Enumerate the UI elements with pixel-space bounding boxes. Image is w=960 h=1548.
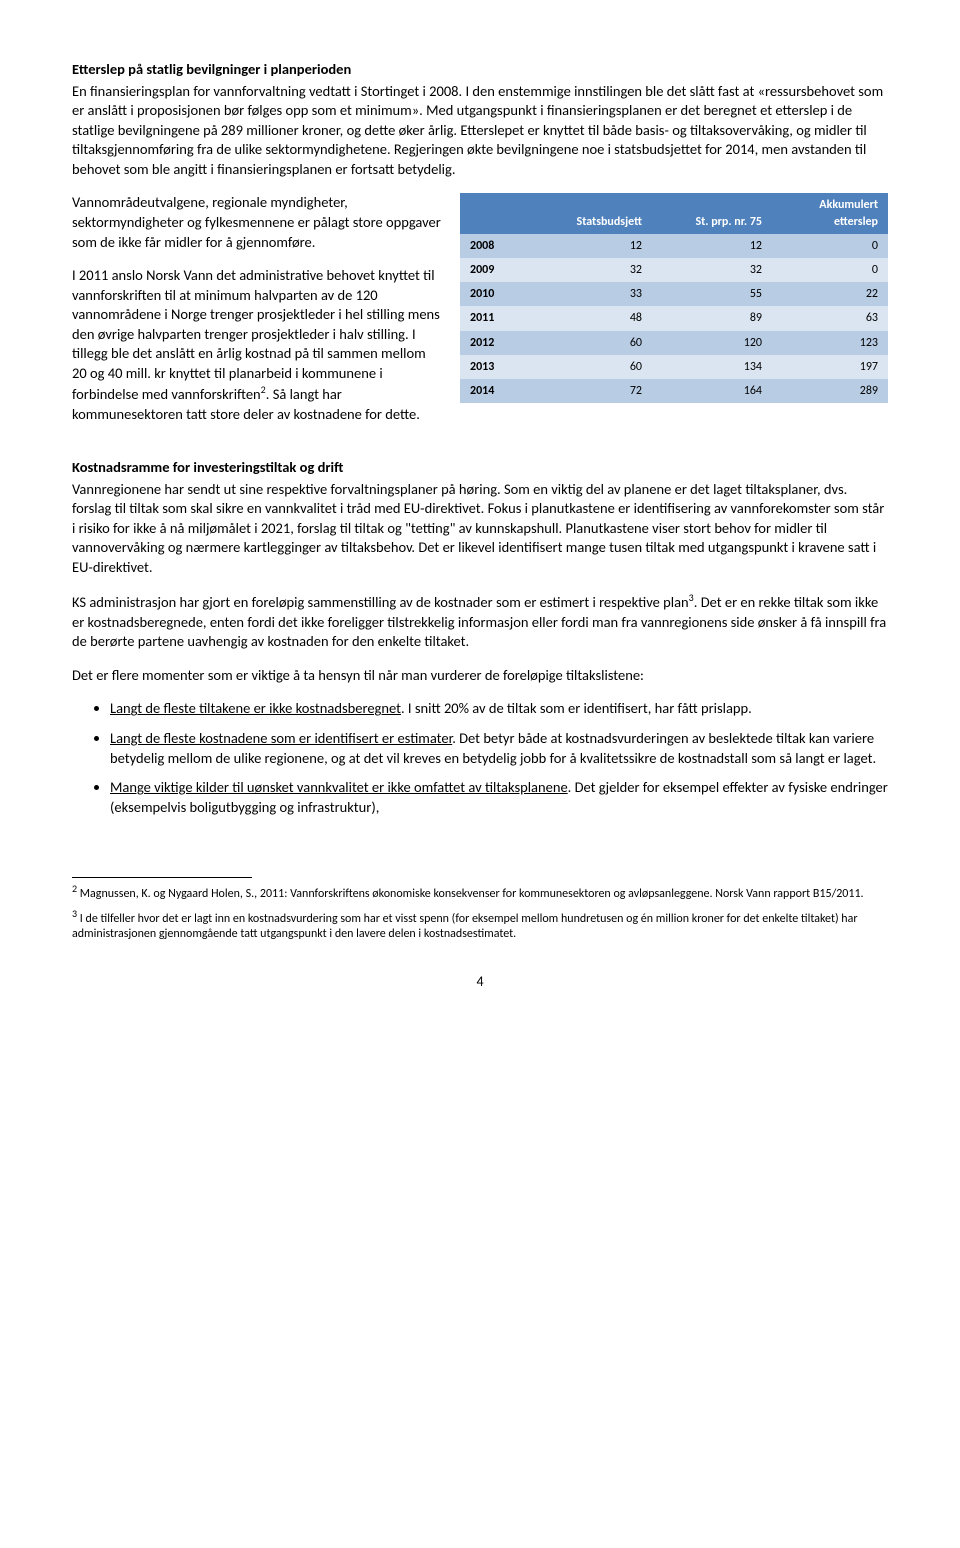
table-row: 2011 48 89 63 — [460, 306, 888, 330]
cell: 164 — [652, 379, 772, 403]
section1-title: Etterslep på statlig bevilgninger i plan… — [72, 60, 888, 80]
bullet-underline: Langt de fleste tiltakene er ikke kostna… — [110, 699, 401, 717]
cell-year: 2011 — [460, 306, 536, 330]
table-row: 2012 60 120 123 — [460, 331, 888, 355]
cell: 123 — [772, 331, 888, 355]
cell: 120 — [652, 331, 772, 355]
footnote-rule — [72, 877, 252, 878]
bullet-rest: . I snitt 20% av de tiltak som er identi… — [401, 699, 752, 717]
cell: 134 — [652, 355, 772, 379]
cell-year: 2010 — [460, 282, 536, 306]
section2-p1: Vannregionene har sendt ut sine respekti… — [72, 480, 888, 578]
cell: 72 — [536, 379, 652, 403]
cell: 60 — [536, 331, 652, 355]
footnote-2: 2 Magnussen, K. og Nygaard Holen, S., 20… — [72, 882, 888, 903]
cell: 12 — [652, 234, 772, 258]
cell-year: 2013 — [460, 355, 536, 379]
th-stprp: St. prp. nr. 75 — [652, 193, 772, 233]
list-item: Langt de fleste tiltakene er ikke kostna… — [110, 699, 888, 719]
section2-p3: Det er flere momenter som er viktige å t… — [72, 666, 888, 686]
section-kostnadsramme: Kostnadsramme for investeringstiltak og … — [72, 458, 888, 817]
bullet-list: Langt de fleste tiltakene er ikke kostna… — [72, 699, 888, 817]
budget-table: Statsbudsjett St. prp. nr. 75 Akkumulert… — [460, 193, 888, 403]
cell-year: 2008 — [460, 234, 536, 258]
th-statsbudsjett: Statsbudsjett — [536, 193, 652, 233]
footnote-3: 3 I de tilfeller hvor det er lagt inn en… — [72, 907, 888, 943]
cell: 22 — [772, 282, 888, 306]
p3-text-a: I 2011 anslo Norsk Vann det administrati… — [72, 266, 440, 403]
table-row: 2008 12 12 0 — [460, 234, 888, 258]
section-etterslep: Etterslep på statlig bevilgninger i plan… — [72, 60, 888, 438]
cell: 12 — [536, 234, 652, 258]
list-item: Langt de fleste kostnadene som er identi… — [110, 729, 888, 768]
section1-p1: En finansieringsplan for vannforvaltning… — [72, 82, 888, 180]
cell: 0 — [772, 234, 888, 258]
table-row: 2013 60 134 197 — [460, 355, 888, 379]
cell: 89 — [652, 306, 772, 330]
list-item: Mange viktige kilder til uønsket vannkva… — [110, 778, 888, 817]
footnote-2-text: Magnussen, K. og Nygaard Holen, S., 2011… — [77, 887, 864, 901]
cell: 55 — [652, 282, 772, 306]
cell: 63 — [772, 306, 888, 330]
cell: 32 — [536, 258, 652, 282]
cell-year: 2012 — [460, 331, 536, 355]
p2-text-a: KS administrasjon har gjort en foreløpig… — [72, 593, 689, 611]
cell: 289 — [772, 379, 888, 403]
bullet-underline: Langt de fleste kostnadene som er identi… — [110, 729, 452, 747]
cell: 60 — [536, 355, 652, 379]
section2-title: Kostnadsramme for investeringstiltak og … — [72, 458, 888, 478]
table-row: 2014 72 164 289 — [460, 379, 888, 403]
section2-p2: KS administrasjon har gjort en foreløpig… — [72, 591, 888, 652]
cell-year: 2014 — [460, 379, 536, 403]
cell: 197 — [772, 355, 888, 379]
cell: 33 — [536, 282, 652, 306]
th-blank — [460, 193, 536, 233]
th-etterslep: Akkumulert etterslep — [772, 193, 888, 233]
bullet-underline: Mange viktige kilder til uønsket vannkva… — [110, 778, 568, 796]
table-row: 2010 33 55 22 — [460, 282, 888, 306]
cell-year: 2009 — [460, 258, 536, 282]
cell: 0 — [772, 258, 888, 282]
cell: 48 — [536, 306, 652, 330]
table-row: 2009 32 32 0 — [460, 258, 888, 282]
cell: 32 — [652, 258, 772, 282]
footnote-3-text: I de tilfeller hvor det er lagt inn en k… — [72, 912, 858, 942]
page-number: 4 — [72, 973, 888, 992]
